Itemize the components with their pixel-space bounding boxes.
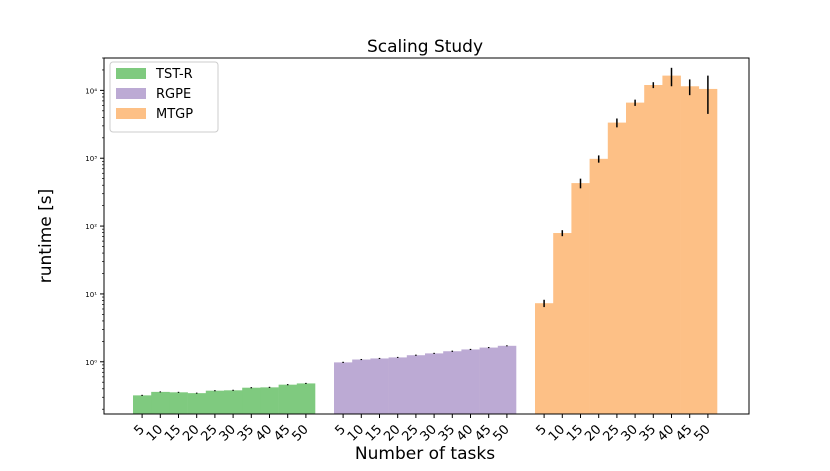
bar-tst-r-30	[224, 390, 243, 414]
bar-mtgp-35	[644, 85, 663, 415]
bar-rgpe-30	[425, 353, 444, 414]
bar-mtgp-50	[698, 88, 718, 415]
x-tick-label-mtgp-50: 50	[691, 422, 713, 444]
bar-mtgp-10	[553, 233, 572, 414]
bar-rgpe-25	[406, 355, 426, 414]
bar-rgpe-5	[334, 362, 353, 414]
legend-swatch-tst-r	[116, 68, 146, 79]
bar-rgpe-20	[388, 357, 408, 414]
bar-mtgp-30	[626, 102, 645, 414]
bar-mtgp-45	[680, 86, 700, 415]
x-tick-label-tst-r-50: 50	[289, 422, 311, 444]
x-tick-label-rgpe-50: 50	[490, 422, 512, 444]
bar-tst-r-20	[187, 393, 207, 414]
legend-label-rgpe: RGPE	[156, 87, 191, 102]
bar-tst-r-50	[296, 383, 316, 414]
legend-label-tst-r: TST-R	[155, 67, 193, 82]
y-tick-label: 10³	[85, 155, 97, 163]
legend-swatch-mtgp	[116, 108, 146, 119]
bar-tst-r-40	[260, 387, 279, 414]
bar-mtgp-15	[571, 183, 590, 414]
bar-mtgp-20	[589, 158, 609, 414]
legend-swatch-rgpe	[116, 88, 146, 99]
y-tick-label: 10⁴	[85, 87, 97, 95]
y-tick-label: 10⁰	[85, 359, 97, 367]
bar-rgpe-15	[370, 358, 389, 414]
bar-tst-r-45	[278, 384, 298, 414]
bar-tst-r-5	[133, 395, 152, 414]
bar-tst-r-10	[151, 391, 170, 414]
chart-title: Scaling Study	[367, 37, 483, 57]
legend: TST-R RGPE MTGP	[109, 61, 219, 133]
y-tick-label: 10²	[85, 223, 97, 231]
bar-tst-r-25	[205, 390, 225, 414]
y-tick-label: 10¹	[85, 291, 97, 299]
bar-mtgp-25	[607, 122, 627, 414]
bars-layer	[133, 75, 718, 415]
x-axis-label: Number of tasks	[355, 444, 495, 464]
y-axis-ticks: 10⁰ 10¹ 10² 10³ 10⁴	[85, 57, 104, 410]
bar-mtgp-40	[662, 75, 681, 414]
legend-label-mtgp: MTGP	[156, 107, 193, 122]
bar-rgpe-50	[497, 345, 517, 414]
bar-rgpe-35	[443, 351, 462, 414]
bar-mtgp-5	[535, 303, 554, 414]
error-bars-layer	[141, 67, 709, 396]
plot-frame	[103, 57, 750, 415]
bar-tst-r-15	[169, 392, 188, 414]
bar-tst-r-35	[242, 387, 261, 414]
bar-rgpe-40	[461, 349, 480, 414]
bar-rgpe-45	[479, 347, 499, 414]
bar-rgpe-10	[352, 359, 371, 414]
y-axis-label: runtime [s]	[36, 189, 56, 283]
